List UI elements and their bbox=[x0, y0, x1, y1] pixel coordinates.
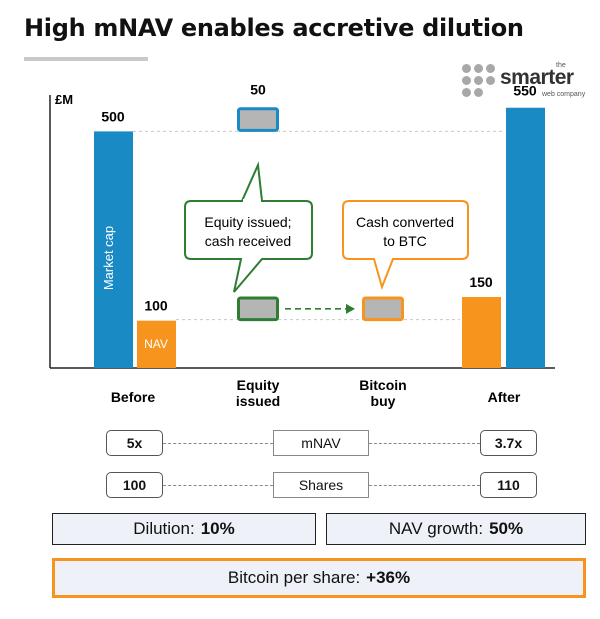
bar-label-market-cap: Market cap bbox=[101, 226, 116, 290]
x-tick-label: buy bbox=[371, 393, 396, 409]
logo-subtitle: web company bbox=[542, 91, 586, 98]
dilution-box: Dilution: 10% bbox=[52, 513, 316, 545]
callout-equity-pointer-top bbox=[240, 161, 264, 202]
shares-after: 110 bbox=[480, 472, 537, 498]
mnav-connector-left bbox=[163, 443, 273, 444]
btc-per-share-label: Bitcoin per share: bbox=[227, 568, 361, 587]
data-label-after-market-cap: 550 bbox=[513, 83, 537, 99]
shares-connector-right bbox=[369, 485, 480, 486]
x-tick-label: Equity bbox=[237, 377, 280, 393]
dilution-value: 10% bbox=[200, 519, 235, 538]
x-tick-label: Before bbox=[111, 389, 156, 405]
btc-per-share-box: Bitcoin per share: +36% bbox=[52, 558, 586, 598]
callout-equity-line-2: cash received bbox=[205, 233, 291, 249]
callout-equity-line-1: Equity issued; bbox=[204, 214, 291, 230]
shares-connector-left bbox=[163, 485, 273, 486]
bar-before-nav bbox=[137, 320, 176, 368]
waterfall-chart: £M Market cap 500 NAV 100 50 150 550 Equity issu… bbox=[49, 82, 555, 409]
callout-cash-line-2: to BTC bbox=[383, 233, 427, 249]
box-equity-market-cap bbox=[237, 107, 279, 132]
box-equity-cash bbox=[237, 296, 279, 322]
bar-after-nav bbox=[462, 297, 501, 368]
title-underline bbox=[24, 57, 148, 61]
logo-the: the bbox=[556, 62, 566, 69]
bar-before-market-cap bbox=[94, 131, 133, 368]
logo-dots-icon bbox=[462, 64, 496, 98]
shares-label: Shares bbox=[273, 472, 369, 498]
mnav-after: 3.7x bbox=[480, 430, 537, 456]
mnav-connector-right bbox=[369, 443, 480, 444]
x-tick-label: Bitcoin bbox=[359, 377, 406, 393]
btc-per-share-value: +36% bbox=[366, 568, 411, 587]
data-label-before-market-cap: 500 bbox=[101, 108, 125, 124]
data-label-equity: 50 bbox=[250, 82, 266, 98]
callout-cash-line-1: Cash converted bbox=[356, 214, 454, 230]
arrow-head-icon bbox=[346, 303, 355, 314]
nav-growth-box: NAV growth: 50% bbox=[326, 513, 586, 545]
page-title: High mNAV enables accretive dilution bbox=[24, 14, 524, 42]
bar-label-nav: NAV bbox=[144, 337, 168, 351]
nav-growth-value: 50% bbox=[489, 519, 524, 538]
mnav-label: mNAV bbox=[273, 430, 369, 456]
data-label-before-nav: 100 bbox=[144, 298, 168, 314]
shares-before: 100 bbox=[106, 472, 163, 498]
dilution-label: Dilution: bbox=[133, 519, 195, 538]
box-bitcoin-buy bbox=[362, 296, 404, 322]
callout-equity-issued bbox=[184, 200, 313, 293]
company-logo: the smarter web company bbox=[462, 62, 592, 102]
callout-equity-joint bbox=[243, 199, 261, 203]
nav-growth-label: NAV growth: bbox=[388, 519, 484, 538]
mnav-before: 5x bbox=[106, 430, 163, 456]
logo-name: smarter bbox=[500, 66, 574, 89]
x-tick-label: issued bbox=[236, 393, 280, 409]
x-tick-label: After bbox=[488, 389, 521, 405]
data-label-after-nav: 150 bbox=[469, 274, 493, 290]
callout-cash-converted bbox=[342, 200, 469, 291]
bar-after-market-cap bbox=[506, 107, 545, 368]
y-axis-label: £M bbox=[55, 92, 73, 107]
